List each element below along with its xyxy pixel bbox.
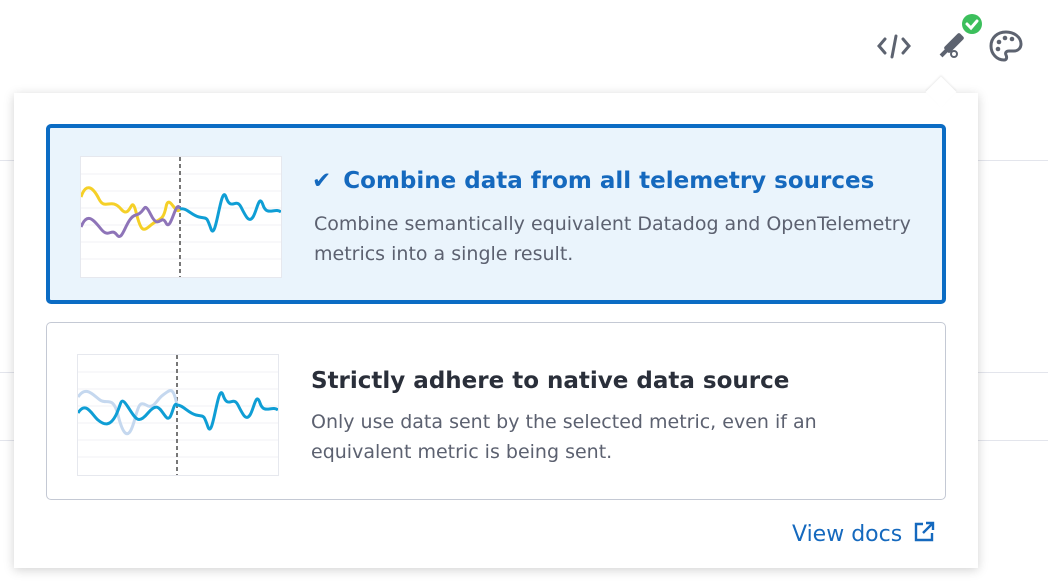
view-docs-label: View docs <box>792 522 903 547</box>
telescope-icon[interactable] <box>930 12 986 68</box>
option-description: Combine semantically equivalent Datadog … <box>314 213 911 265</box>
status-check-badge <box>962 14 982 34</box>
checkmark-icon: ✔ <box>312 168 332 194</box>
option-combine-sources[interactable]: ✔ Combine data from all telemetry sources… <box>46 124 946 304</box>
option-description: Only use data sent by the selected metri… <box>311 411 817 463</box>
palette-icon[interactable] <box>986 26 1026 66</box>
combined-chart-thumbnail <box>79 156 282 278</box>
option-title: ✔ Combine data from all telemetry sources <box>312 168 874 194</box>
view-docs-link[interactable]: View docs <box>792 521 935 547</box>
option-native-source[interactable]: Strictly adhere to native data source On… <box>46 322 946 500</box>
option-title: Strictly adhere to native data source <box>311 368 790 394</box>
code-icon[interactable] <box>874 26 914 66</box>
telemetry-source-popover: ✔ Combine data from all telemetry sources… <box>14 93 978 568</box>
native-chart-thumbnail <box>76 354 279 476</box>
option-title-text: Combine data from all telemetry sources <box>343 168 875 194</box>
external-link-icon <box>914 521 935 542</box>
